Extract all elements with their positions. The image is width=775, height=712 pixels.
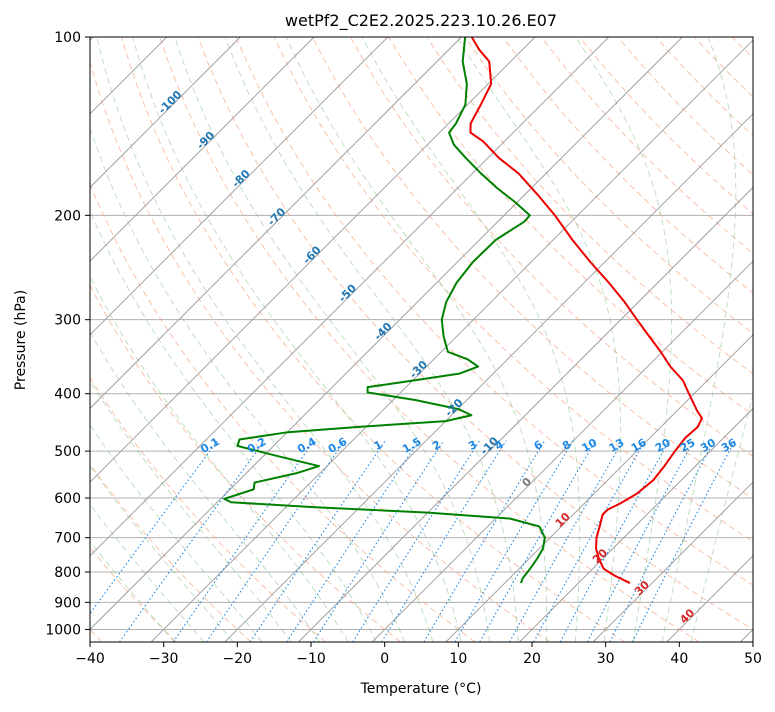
- mixing-ratio-line: [205, 440, 346, 642]
- plot-frame: [89, 36, 754, 643]
- dry-adiabat: [121, 37, 625, 642]
- y-axis-label: Pressure (hPa): [13, 290, 29, 390]
- dry-adiabat: [312, 37, 753, 500]
- isotherm-line: [224, 113, 753, 642]
- moist-adiabat: [174, 37, 491, 642]
- y-tick-label: 900: [54, 595, 81, 611]
- dry-adiabat: [159, 37, 700, 642]
- mixing-ratio-line: [119, 440, 265, 642]
- x-axis-label: Temperature (°C): [360, 681, 482, 697]
- moist-adiabat: [96, 37, 434, 642]
- isotherm-line: [150, 39, 753, 642]
- dry-adiabat: [770, 37, 775, 642]
- mixing-ratio-line: [423, 440, 546, 642]
- moist-adiabat: [90, 331, 320, 642]
- isotherm-line: [519, 407, 753, 642]
- temperature-profile-line: [469, 37, 703, 584]
- y-tick-label: 500: [54, 444, 81, 460]
- moist-adiabat: [90, 540, 176, 642]
- moist-adiabat: [575, 37, 673, 642]
- moist-adiabat: [90, 424, 263, 642]
- moist-adiabat: [90, 126, 406, 642]
- isotherm-line: [90, 37, 610, 557]
- x-tick-label: 20: [523, 651, 541, 667]
- moist-adiabat: [90, 503, 205, 642]
- dry-adiabat: [90, 376, 326, 642]
- x-tick-label: 40: [670, 651, 688, 667]
- mixing-ratio-line: [172, 440, 315, 642]
- mixing-ratio-line: [509, 440, 624, 642]
- x-tick-label: 30: [597, 651, 615, 667]
- moist-adiabat: [690, 392, 753, 642]
- y-tick-label: 800: [54, 565, 81, 581]
- isotherm-line: [90, 37, 462, 410]
- y-tick-label: 600: [54, 491, 81, 507]
- isotherm-line: [445, 334, 753, 642]
- moist-adiabat: [661, 37, 737, 642]
- x-tick-label: −30: [149, 651, 179, 667]
- mixing-ratio-line: [313, 440, 445, 642]
- dry-adiabat: [235, 37, 753, 586]
- isotherm-line: [90, 37, 536, 483]
- isotherm-line: [592, 481, 753, 642]
- isotherm-line: [90, 37, 389, 336]
- y-tick-label: 100: [54, 30, 81, 46]
- dry-adiabat: [197, 37, 753, 630]
- x-tick-label: 10: [449, 651, 467, 667]
- moist-adiabat: [285, 37, 548, 642]
- y-tick-label: 200: [54, 208, 81, 224]
- dewpoint-profile-line: [223, 37, 546, 584]
- x-tick-label: 0: [380, 651, 389, 667]
- mixing-ratio-line: [249, 440, 386, 642]
- mixing-ratio-line: [533, 440, 646, 642]
- dry-adiabat: [502, 37, 753, 294]
- y-tick-label: 300: [54, 313, 81, 329]
- isotherm-line: [298, 186, 753, 642]
- y-tick-label: 700: [54, 531, 81, 547]
- moist-adiabat: [361, 37, 581, 642]
- chart-title: wetPf2_C2E2.2025.223.10.26.E07: [285, 11, 557, 31]
- isotherm-line: [90, 37, 315, 262]
- x-tick-label: 50: [744, 651, 762, 667]
- x-tick-label: −10: [296, 651, 326, 667]
- moist-adiabat: [90, 380, 292, 642]
- mixing-ratio-line: [286, 440, 420, 642]
- dry-adiabat: [90, 463, 252, 642]
- y-tick-label: 400: [54, 387, 81, 403]
- mixing-ratio-line: [381, 440, 507, 642]
- mixing-ratio-line: [454, 440, 574, 642]
- x-tick-label: −20: [223, 651, 253, 667]
- plot-background: [90, 37, 753, 642]
- isotherm-line: [90, 37, 683, 631]
- moist-adiabat: [132, 37, 462, 642]
- y-tick-label: 1000: [45, 622, 81, 638]
- mixing-ratio-line: [559, 440, 670, 642]
- isotherm-line: [371, 260, 753, 642]
- moist-adiabat: [90, 209, 377, 642]
- mixing-ratio-line: [90, 440, 219, 615]
- dry-adiabat: [273, 37, 753, 542]
- isotherm-line: [90, 37, 241, 189]
- x-tick-label: −40: [75, 651, 105, 667]
- moist-adiabat: [90, 465, 234, 642]
- mixing-ratio-line: [352, 440, 481, 642]
- mixing-ratio-line: [632, 440, 736, 642]
- dry-adiabat: [90, 60, 551, 642]
